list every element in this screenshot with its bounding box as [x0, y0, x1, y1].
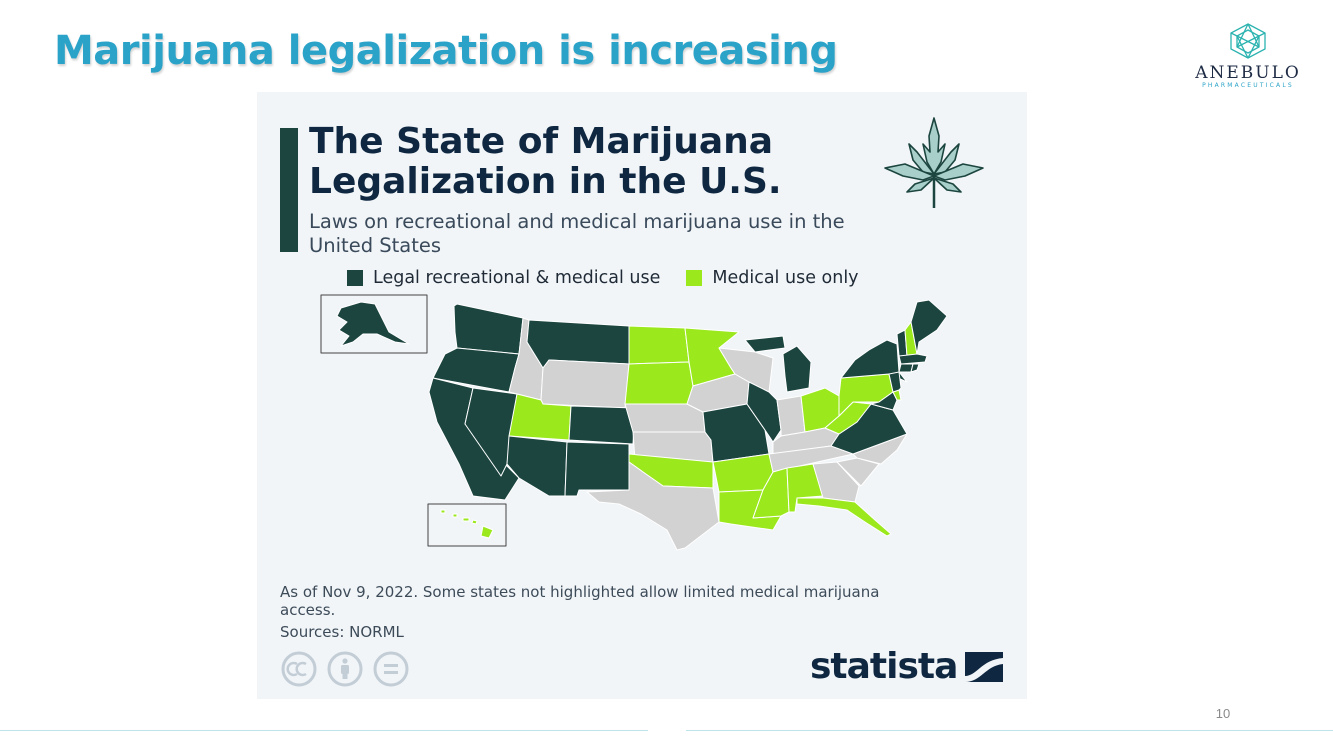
company-logo: ANEBULO PHARMACEUTICALS: [1186, 22, 1310, 98]
hexagon-logo-icon: [1230, 23, 1266, 59]
footer-divider-right: [686, 730, 1333, 731]
state-alaska: [336, 301, 410, 347]
statista-wordmark: statista: [810, 646, 958, 687]
state-nebraska: [624, 403, 706, 433]
state-montana: [526, 319, 630, 369]
state-south-dakota: [624, 361, 694, 405]
legend-swatch-recreational: [347, 270, 363, 286]
infographic-subtitle: Laws on recreational and medical marijua…: [309, 210, 845, 257]
license-icons: [280, 650, 418, 688]
state-nevada: [464, 387, 518, 477]
state-florida: [796, 497, 892, 537]
state-colorado: [568, 405, 636, 445]
hawaii-inset-frame: [427, 503, 507, 547]
statista-mark-icon: [965, 651, 1004, 682]
state-north-dakota: [628, 325, 690, 365]
state-washington: [453, 303, 524, 355]
by-icon: [327, 651, 363, 687]
legend-item-medical: Medical use only: [686, 268, 859, 288]
infographic-panel: The State of Marijuana Legalization in t…: [257, 92, 1027, 699]
infographic-title: The State of Marijuana Legalization in t…: [309, 121, 782, 202]
state-michigan: [744, 335, 812, 393]
nd-icon: [373, 651, 409, 687]
state-massachusetts: [898, 353, 928, 365]
footer-divider-left: [0, 730, 648, 731]
us-legalization-map: [320, 294, 948, 551]
statista-brand: statista: [810, 646, 1004, 687]
state-texas: [586, 461, 720, 551]
legend-label-recreational: Legal recreational & medical use: [373, 268, 661, 288]
state-rhode-island: [910, 363, 920, 373]
state-new-mexico: [564, 441, 630, 497]
page-number: 10: [1215, 706, 1231, 721]
state-new-jersey: [888, 371, 902, 393]
logo-tagline: PHARMACEUTICALS: [1202, 82, 1294, 89]
logo-name: ANEBULO: [1195, 63, 1301, 83]
legend-item-recreational: Legal recreational & medical use: [347, 268, 660, 288]
map-legend: Legal recreational & medical use Medical…: [347, 266, 885, 290]
legend-swatch-medical: [686, 270, 703, 286]
state-hawaii: [440, 509, 494, 539]
slide-title: Marijuana legalization is increasing: [54, 28, 838, 74]
accent-bar: [280, 128, 298, 252]
map-footnote: As of Nov 9, 2022. Some states not highl…: [280, 583, 880, 619]
map-sources: Sources: NORML: [280, 623, 404, 641]
state-arizona: [506, 435, 568, 497]
legend-label-medical: Medical use only: [712, 268, 859, 288]
alaska-inset-frame: [320, 294, 428, 354]
state-wyoming: [540, 359, 630, 409]
state-maine: [910, 299, 948, 355]
cannabis-leaf-icon: [884, 117, 984, 208]
cc-icon: [281, 651, 317, 687]
state-georgia: [812, 461, 860, 503]
state-indiana: [776, 395, 806, 437]
